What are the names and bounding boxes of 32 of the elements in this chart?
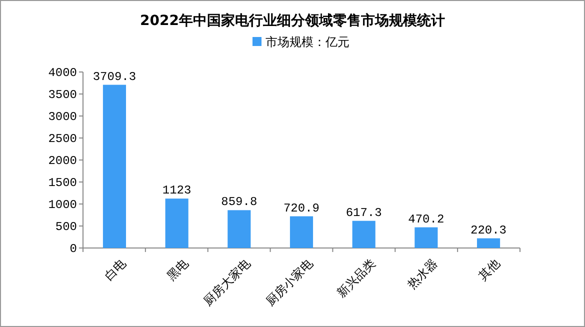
data-label: 1123 [162,184,192,198]
bar [165,198,188,248]
x-tick-label: 厨房小家电 [263,256,316,308]
data-label: 3709.3 [92,70,136,84]
bar [290,216,314,248]
chart-title: 2022年中国家电行业细分领域零售市场规模统计 [140,12,445,29]
data-label: 470.2 [408,212,444,226]
y-tick-label: 2500 [48,132,77,146]
y-tick-label: 3500 [48,88,77,102]
data-label: 220.3 [470,223,507,238]
x-tick-label: 热水器 [404,256,440,292]
bar [414,227,438,248]
x-tick-label: 其他 [476,256,503,284]
data-label: 617.3 [346,206,382,220]
y-tick-label: 3000 [48,110,77,124]
y-tick-label: 4000 [48,66,77,80]
y-tick-label: 2000 [48,154,77,168]
y-tick-label: 1500 [48,176,77,190]
legend-label: 市场规模：亿元 [266,35,350,49]
data-label: 859.8 [221,195,258,210]
bar [228,210,251,248]
y-tick-label: 1000 [48,198,77,212]
bar [352,220,376,248]
x-tick-label: 黑电 [164,256,191,284]
y-tick-label: 0 [70,242,77,256]
x-tick-label: 白电 [102,256,129,284]
x-tick-label: 厨房大家电 [200,256,254,308]
x-tick-label: 新兴品类 [334,256,378,300]
bar [476,238,500,248]
data-label: 720.9 [283,201,320,216]
bar [102,84,126,248]
y-tick-label: 500 [55,220,77,234]
